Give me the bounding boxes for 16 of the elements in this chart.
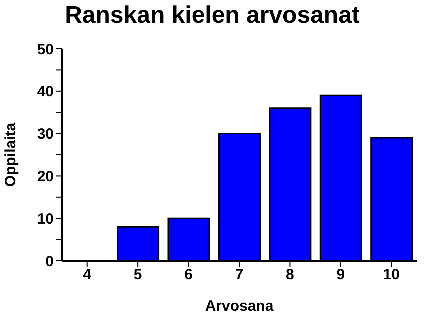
x-axis-title: Arvosana (205, 298, 274, 315)
x-tick-label: 9 (336, 266, 346, 284)
y-tick-label: 20 (37, 168, 54, 186)
y-tick-label: 10 (37, 210, 54, 228)
y-tick-label: 30 (37, 126, 54, 144)
x-tick-label: 10 (383, 266, 400, 284)
y-tick-label: 0 (46, 253, 54, 270)
x-tick-label: 6 (184, 266, 193, 284)
x-tick-label: 8 (286, 266, 294, 284)
x-tick-label: 4 (83, 266, 92, 284)
chart-title: Ranskan kielen arvosanat (64, 2, 361, 30)
x-tick-label: 5 (134, 266, 142, 284)
x-tick-label: 7 (235, 266, 244, 284)
y-axis-title: Oppilaita (2, 122, 20, 188)
y-tick-label: 40 (37, 84, 54, 101)
y-tick-label: 50 (37, 41, 54, 58)
